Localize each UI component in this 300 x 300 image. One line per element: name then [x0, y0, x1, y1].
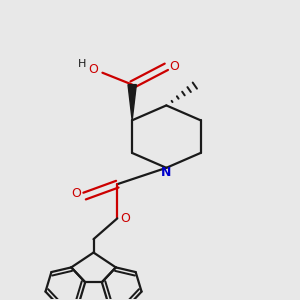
Text: N: N [161, 166, 172, 179]
Text: H: H [78, 59, 86, 69]
Polygon shape [128, 85, 136, 120]
Text: O: O [88, 63, 98, 76]
Text: O: O [170, 60, 180, 73]
Text: O: O [71, 187, 81, 200]
Text: O: O [121, 212, 130, 225]
